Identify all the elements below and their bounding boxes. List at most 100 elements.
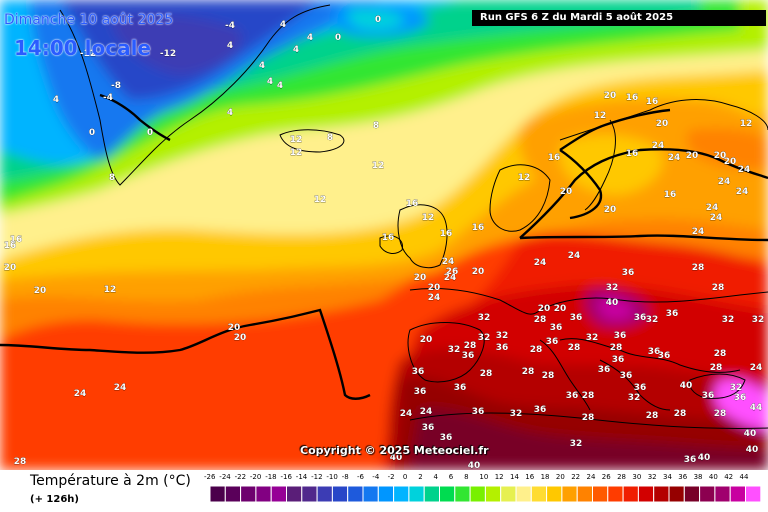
temperature-value-label: 4 bbox=[293, 45, 299, 55]
legend-color-swatch bbox=[240, 486, 257, 502]
legend-tick-label: -24 bbox=[219, 473, 231, 481]
temperature-value-label: 20 bbox=[724, 157, 737, 167]
legend-color-swatch bbox=[500, 486, 517, 502]
temperature-value-label: 28 bbox=[714, 349, 727, 359]
temperature-value-label: 36 bbox=[440, 433, 453, 443]
legend-color-swatch bbox=[210, 486, 226, 502]
temperature-value-label: 28 bbox=[542, 371, 555, 381]
legend-tick-label: -6 bbox=[357, 473, 364, 481]
temperature-value-label: -12 bbox=[80, 49, 96, 59]
temperature-value-label: 32 bbox=[752, 315, 765, 325]
temperature-value-label: 28 bbox=[530, 345, 543, 355]
temperature-value-label: 20 bbox=[4, 263, 17, 273]
legend-color-swatch bbox=[729, 486, 747, 502]
legend-tick-label: 14 bbox=[510, 473, 519, 481]
legend-tick-label: -18 bbox=[265, 473, 277, 481]
legend-tick-label: 40 bbox=[708, 473, 718, 481]
temperature-value-label: 32 bbox=[448, 345, 461, 355]
isotherm-contours bbox=[0, 93, 768, 400]
temperature-value-label: 36 bbox=[462, 351, 475, 361]
legend-color-swatch bbox=[653, 486, 670, 502]
temperature-value-label: 36 bbox=[454, 383, 467, 393]
temperature-value-label: 28 bbox=[712, 283, 725, 293]
temperature-value-label: 28 bbox=[646, 411, 659, 421]
temperature-value-label: 12 bbox=[314, 195, 327, 205]
temperature-value-label: 16 bbox=[440, 229, 453, 239]
temperature-value-label: 36 bbox=[648, 347, 661, 357]
legend-color-swatch bbox=[255, 486, 272, 502]
legend-tick-label: 28 bbox=[617, 473, 627, 481]
temperature-value-label: 4 bbox=[227, 108, 233, 118]
temperature-value-label: 40 bbox=[744, 429, 757, 439]
temperature-value-label: 20 bbox=[560, 187, 573, 197]
temperature-value-label: 16 bbox=[626, 93, 639, 103]
temperature-value-label: 32 bbox=[570, 439, 583, 449]
temperature-value-label: 20 bbox=[414, 273, 427, 283]
temperature-value-label: 28 bbox=[522, 367, 535, 377]
temperature-value-label: 4 bbox=[53, 95, 59, 105]
temperature-value-label: -4 bbox=[103, 93, 113, 103]
legend-color-swatch bbox=[699, 486, 716, 502]
temperature-value-label: 40 bbox=[606, 298, 619, 308]
temperature-value-label: 28 bbox=[464, 341, 477, 351]
temperature-value-label: 28 bbox=[14, 457, 27, 467]
temperature-value-label: 36 bbox=[622, 268, 635, 278]
legend-color-swatch bbox=[347, 486, 364, 502]
legend-color-swatch bbox=[393, 486, 410, 502]
legend-color-swatch bbox=[607, 486, 624, 502]
legend-tick-label: -8 bbox=[341, 473, 349, 481]
temperature-value-label: 32 bbox=[646, 315, 659, 325]
legend-color-swatch bbox=[714, 486, 731, 502]
temperature-value-label: 40 bbox=[698, 453, 711, 463]
temperature-value-label: 12 bbox=[740, 119, 753, 129]
temperature-value-label: 16 bbox=[626, 149, 639, 159]
legend-tick-label: 34 bbox=[663, 473, 672, 481]
legend-color-swatch bbox=[270, 486, 288, 502]
temperature-value-label: 36 bbox=[620, 371, 633, 381]
forecast-date-title: Dimanche 10 août 2025 bbox=[4, 12, 174, 28]
legend-color-swatch bbox=[423, 486, 440, 502]
temperature-value-label: 16 bbox=[664, 190, 677, 200]
temperature-value-label: 24 bbox=[718, 177, 731, 187]
temperature-value-label: 4 bbox=[307, 33, 313, 43]
legend-tick-label: 6 bbox=[448, 473, 454, 481]
temperature-legend: Température à 2m (°C) (+ 126h) -26 -24 -22… bbox=[0, 470, 768, 512]
temperature-value-label: 24 bbox=[710, 213, 723, 223]
temperature-value-label: 4 bbox=[277, 81, 283, 91]
temperature-value-label: 36 bbox=[598, 365, 611, 375]
temperature-value-label: 0 bbox=[335, 33, 341, 43]
temperature-value-label: 44 bbox=[750, 403, 763, 413]
temperature-value-label: 24 bbox=[706, 203, 719, 213]
legend-color-swatch bbox=[286, 486, 303, 502]
temperature-value-label: 24 bbox=[74, 389, 87, 399]
temperature-value-label: 24 bbox=[534, 258, 547, 268]
temperature-value-label: 28 bbox=[568, 343, 581, 353]
temperature-value-label: 4 bbox=[259, 61, 265, 71]
temperature-value-label: 24 bbox=[736, 187, 749, 197]
temperature-value-label: 40 bbox=[468, 461, 481, 470]
temperature-value-label: 40 bbox=[746, 445, 759, 455]
legend-tick-label: 36 bbox=[678, 473, 688, 481]
temperature-value-label: 36 bbox=[684, 455, 697, 465]
temperature-value-label: 40 bbox=[390, 453, 403, 463]
temperature-value-label: 32 bbox=[730, 383, 743, 393]
temperature-value-label: 20 bbox=[656, 119, 669, 129]
temperature-value-label: 32 bbox=[606, 283, 619, 293]
legend-color-swatch bbox=[362, 486, 379, 502]
temperature-value-label: 36 bbox=[614, 331, 627, 341]
legend-color-swatch bbox=[439, 486, 456, 502]
legend-color-swatch bbox=[546, 486, 563, 502]
legend-color-swatch bbox=[316, 486, 333, 502]
temperature-value-label: 16 bbox=[472, 223, 485, 233]
temperature-value-label: -4 bbox=[225, 21, 235, 31]
legend-color-swatch bbox=[224, 486, 242, 502]
temperature-value-label: 16 bbox=[382, 233, 395, 243]
temperature-value-label: 24 bbox=[400, 409, 413, 419]
temperature-value-label: 0 bbox=[89, 128, 95, 138]
temperature-value-label: 12 bbox=[372, 161, 385, 171]
temperature-value-label: 20 bbox=[604, 205, 617, 215]
legend-tick-label: -20 bbox=[249, 473, 262, 481]
temperature-value-label: 20 bbox=[472, 267, 485, 277]
temperature-value-label: 36 bbox=[414, 387, 427, 397]
